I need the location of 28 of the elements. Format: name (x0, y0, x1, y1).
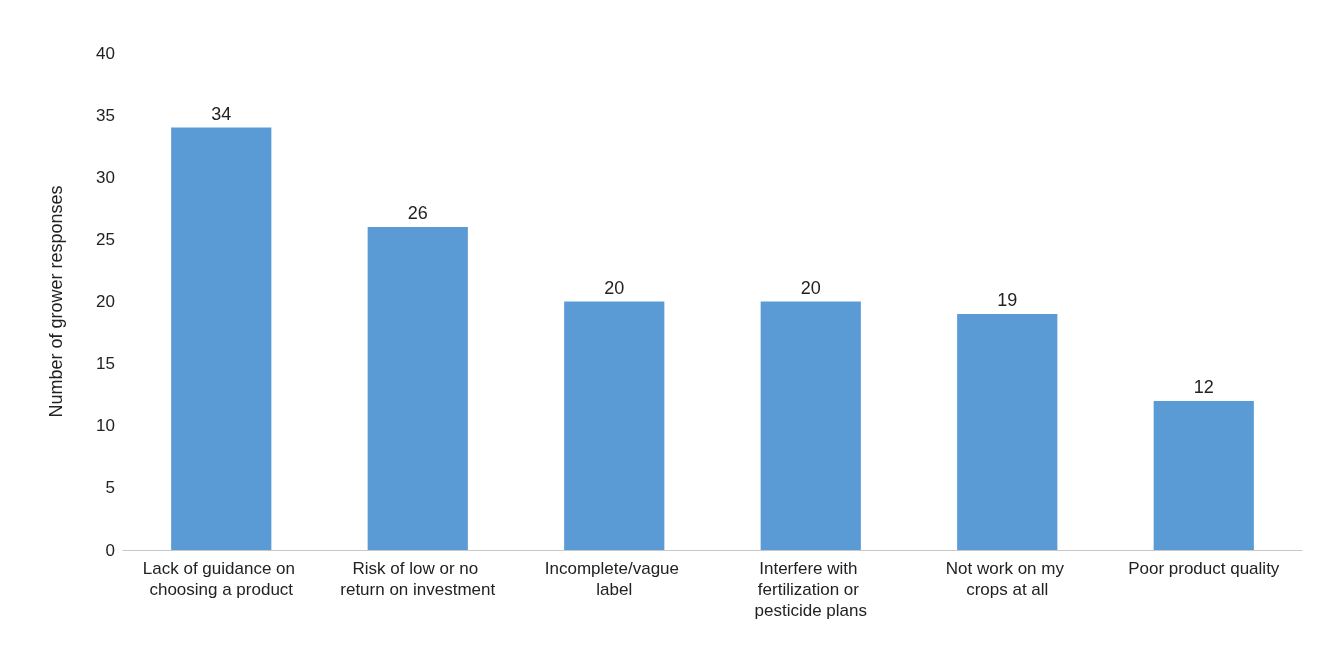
y-tick-label: 10 (96, 416, 115, 436)
data-label: 20 (800, 277, 821, 298)
x-tick-label: Incomplete/vague label (544, 559, 684, 599)
bar (957, 313, 1058, 550)
x-tick-label: Interfere with fertilization or pesticide plans (754, 559, 867, 620)
data-label: 19 (997, 289, 1018, 310)
y-tick-label: 40 (96, 43, 115, 63)
y-tick-label: 20 (96, 292, 115, 311)
y-axis-title: Number of grower responses (46, 185, 66, 418)
bar (367, 226, 468, 550)
bar (760, 301, 861, 550)
y-tick-label: 30 (96, 167, 115, 187)
bar (564, 301, 665, 550)
data-label: 34 (211, 103, 232, 124)
data-label: 20 (604, 277, 625, 298)
data-label: 26 (407, 202, 428, 223)
x-tick-label: Poor product quality (1128, 559, 1280, 578)
y-tick-label: 15 (96, 354, 115, 374)
y-tick-label: 35 (96, 105, 115, 125)
y-tick-label: 25 (96, 229, 115, 249)
data-label: 12 (1193, 376, 1214, 397)
x-tick-label: Not work on my crops at all (945, 559, 1069, 599)
x-tick-label: Risk of low or no return on investment (340, 559, 496, 599)
y-tick-label: 5 (105, 478, 115, 498)
y-tick-label: 0 (105, 540, 115, 560)
bar (1153, 400, 1254, 550)
bar (171, 127, 272, 550)
x-tick-label: Lack of guidance on choosing a product (142, 559, 300, 599)
